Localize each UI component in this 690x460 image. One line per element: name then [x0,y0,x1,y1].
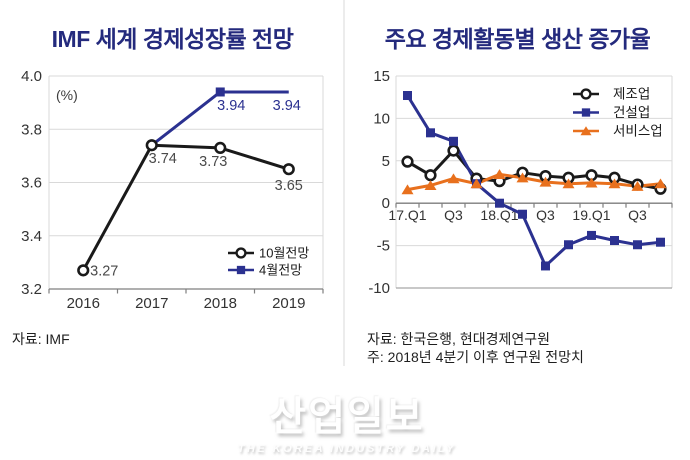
svg-text:0: 0 [382,195,390,212]
watermark-subtitle: THE KOREA INDUSTRY DAILY [237,443,457,455]
legend: 10월전망 4월전망 [228,246,309,278]
svg-text:18.Q1: 18.Q1 [480,207,518,223]
svg-text:Q3: Q3 [628,207,647,223]
production-chart-title: 주요 경제활동별 생산 증가율 [384,26,651,52]
watermark-title: 산업일보 [269,395,425,439]
svg-text:-10: -10 [368,280,390,297]
legend-item-october-forecast: 10월전망 [228,246,309,261]
series-markers-april-forecast [215,87,225,97]
series-data-labels-april-forecast: 3.94 3.94 [217,98,301,114]
svg-text:15: 15 [373,68,390,85]
svg-text:3.8: 3.8 [21,121,42,138]
panel-imf-forecast: IMF 세계 경제성장률 전망 3.2 3.4 3.6 3.8 4.0 2016 2017 2… [0,0,345,380]
legend-item-services: 서비스업 [573,124,663,139]
gridlines [48,75,324,289]
series-line-manufacturing [406,149,661,191]
svg-text:3.2: 3.2 [21,281,42,298]
production-source-label: 자료: 한국은행, 현대경제연구원 [367,331,550,347]
svg-text:19.Q1: 19.Q1 [572,207,610,223]
y-axis-labels: 3.2 3.4 3.6 3.8 4.0 [21,68,42,298]
production-growth-chart: -10 -5 0 5 10 15 17.Q1 Q3 18.Q1 Q3 19.Q1 Q3 제조업건설업서비… [368,68,673,297]
x-axis-labels: 17.Q1 Q3 18.Q1 Q3 19.Q1 Q3 [388,207,647,223]
svg-text:3.6: 3.6 [21,175,42,192]
svg-text:제조업: 제조업 [613,87,650,102]
panel-production-growth: 주요 경제활동별 생산 증가율 -10 -5 0 5 10 15 17.Q1 Q3 18.Q1 Q… [345,0,690,380]
svg-text:3.4: 3.4 [21,228,42,245]
category-axis [395,202,673,289]
svg-text:서비스업: 서비스업 [613,124,663,139]
series-data-labels-october-forecast: 3.27 3.74 3.73 3.65 [90,151,303,279]
imf-chart-title: IMF 세계 경제성장률 전망 [51,26,294,52]
svg-text:2018: 2018 [204,295,237,312]
legend-item-manufacturing: 제조업 [573,87,650,102]
legend-item-construction: 건설업 [573,105,650,120]
svg-text:건설업: 건설업 [613,105,650,120]
unit-label: (%) [56,87,78,103]
svg-text:2019: 2019 [272,295,305,312]
svg-text:2016: 2016 [67,295,100,312]
production-note-label: 주: 2018년 4분기 이후 연구원 전망치 [367,349,584,365]
svg-text:-5: -5 [377,238,390,255]
svg-text:Q3: Q3 [444,207,463,223]
svg-text:3.94: 3.94 [273,98,301,114]
svg-text:2017: 2017 [135,295,168,312]
series-markers-services [401,169,667,195]
panel-divider [343,0,345,366]
x-axis-labels: 2016 2017 2018 2019 [67,295,306,312]
svg-text:Q3: Q3 [536,207,555,223]
svg-text:10: 10 [373,110,390,127]
svg-text:3.73: 3.73 [199,154,227,170]
svg-text:3.27: 3.27 [90,263,118,279]
production-source-block: 자료: 한국은행, 현대경제연구원 주: 2018년 4분기 이후 연구원 전망… [367,330,584,366]
svg-text:3.65: 3.65 [275,178,303,194]
svg-text:4월전망: 4월전망 [259,263,302,278]
y-axis-labels: -10 -5 0 5 10 15 [368,68,390,297]
series-line-services [407,172,661,192]
svg-text:3.74: 3.74 [149,151,177,167]
svg-text:5: 5 [382,153,390,170]
imf-source-label: 자료: IMF [12,331,70,347]
series-markers-october-forecast [77,139,295,277]
svg-text:3.94: 3.94 [217,98,245,114]
legend-item-april-forecast: 4월전망 [228,263,302,278]
newspaper-watermark: 산업일보 THE KOREA INDUSTRY DAILY [238,384,457,455]
svg-text:4.0: 4.0 [21,68,42,85]
category-axis [48,288,324,294]
svg-text:10월전망: 10월전망 [259,246,309,261]
svg-text:17.Q1: 17.Q1 [388,207,426,223]
series-line-october-forecast [81,143,290,272]
